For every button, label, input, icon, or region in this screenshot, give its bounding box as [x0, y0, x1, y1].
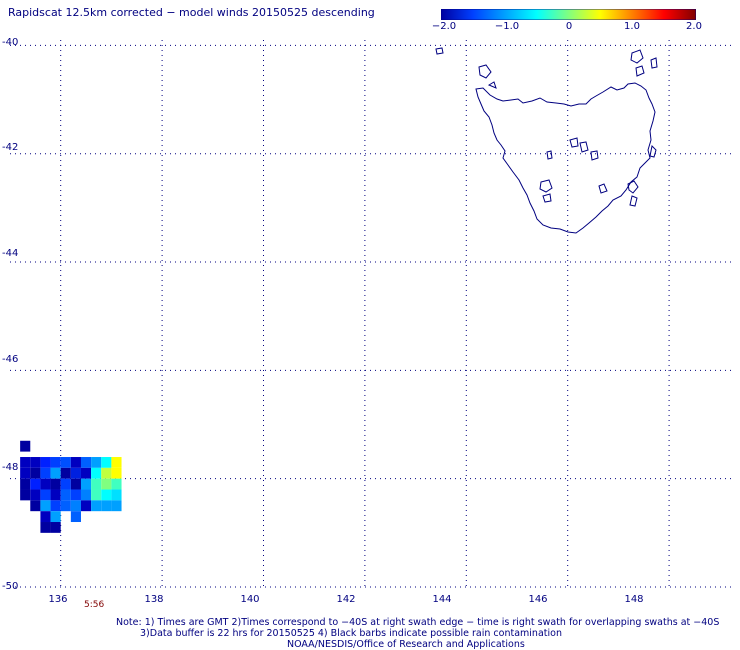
note-line-3: NOAA/NESDIS/Office of Research and Appli…: [287, 639, 525, 650]
wind-difference-cells: [20, 440, 122, 533]
wind-cell: [70, 489, 81, 501]
wind-cell: [40, 511, 51, 523]
wind-cell: [60, 478, 71, 490]
wind-cell: [111, 500, 122, 512]
wind-cell: [40, 478, 51, 490]
tasmania-main-coastline: [475, 82, 656, 234]
lon-label-148: 148: [624, 594, 644, 605]
wind-cell: [40, 489, 51, 501]
colorbar-tick-neg2: −2.0: [431, 21, 457, 32]
wind-cell: [20, 478, 31, 490]
wind-cell: [91, 457, 102, 468]
wind-cell: [70, 511, 81, 523]
tasmania-east-islets: [627, 144, 657, 207]
wind-cell: [20, 457, 31, 468]
wind-cell: [30, 489, 41, 501]
wind-cell: [101, 457, 112, 468]
wind-cell: [50, 500, 61, 512]
map-title: Rapidscat 12.5km corrected − model winds…: [8, 6, 375, 19]
wind-cell: [60, 489, 71, 501]
wind-cell: [111, 457, 122, 468]
lat-label-46: -46: [2, 354, 19, 365]
colorbar-tick-pos1: 1.0: [624, 21, 640, 32]
wind-cell: [60, 467, 71, 479]
wind-cell: [50, 522, 61, 533]
wind-cell: [91, 500, 102, 512]
note-line-2: 3)Data buffer is 22 hrs for 20150525 4) …: [140, 628, 562, 639]
wind-cell: [70, 500, 81, 512]
swath-time-label: 5:56: [84, 600, 105, 610]
wind-cell: [101, 467, 112, 479]
wind-cell: [50, 489, 61, 501]
wind-cell: [60, 500, 71, 512]
lat-label-48: -48: [2, 462, 19, 473]
lon-label-140: 140: [240, 594, 260, 605]
wind-cell: [111, 489, 122, 501]
lon-label-144: 144: [432, 594, 452, 605]
wind-cell: [111, 478, 122, 490]
wind-cell: [40, 467, 51, 479]
wind-cell: [91, 467, 102, 479]
colorbar-tick-neg1: −1.0: [494, 21, 520, 32]
colorbar: [441, 9, 696, 20]
wind-cell: [30, 467, 41, 479]
wind-cell: [70, 467, 81, 479]
wind-cell: [111, 467, 122, 479]
wind-cell: [70, 478, 81, 490]
wind-cell: [70, 457, 81, 468]
wind-cell: [50, 511, 61, 523]
wind-cell: [50, 457, 61, 468]
wind-cell: [91, 478, 102, 490]
wind-cell: [101, 500, 112, 512]
lat-lon-grid: [10, 40, 735, 588]
lon-label-136: 136: [48, 594, 68, 605]
lat-label-42: -42: [2, 142, 19, 153]
lon-label-146: 146: [528, 594, 548, 605]
colorbar-tick-pos2: 2.0: [686, 21, 702, 32]
wind-cell: [80, 467, 92, 479]
lon-label-138: 138: [144, 594, 164, 605]
tasmania-inland-lakes: [539, 137, 608, 203]
wind-cell: [50, 467, 61, 479]
wind-cell: [20, 440, 31, 452]
colorbar-tick-zero: 0: [565, 21, 573, 32]
lat-label-40: -40: [2, 37, 19, 48]
wind-cell: [40, 457, 51, 468]
wind-cell: [30, 500, 41, 512]
wind-cell: [80, 489, 92, 501]
wind-cell: [80, 478, 92, 490]
wind-cell: [91, 489, 102, 501]
wind-cell: [30, 478, 41, 490]
tasmania-coastline: [435, 47, 658, 234]
lon-label-142: 142: [336, 594, 356, 605]
lat-label-50: -50: [2, 581, 19, 592]
wind-cell: [20, 489, 31, 501]
wind-cell: [101, 489, 112, 501]
wind-cell: [80, 500, 92, 512]
lat-label-44: -44: [2, 248, 19, 259]
wind-cell: [50, 478, 61, 490]
wind-cell: [80, 457, 92, 468]
wind-cell: [40, 522, 51, 533]
wind-cell: [30, 457, 41, 468]
flinders-islets: [435, 47, 658, 89]
note-line-1: Note: 1) Times are GMT 2)Times correspon…: [116, 617, 720, 628]
wind-cell: [40, 500, 51, 512]
wind-cell: [60, 457, 71, 468]
wind-cell: [20, 467, 31, 479]
wind-cell: [101, 478, 112, 490]
